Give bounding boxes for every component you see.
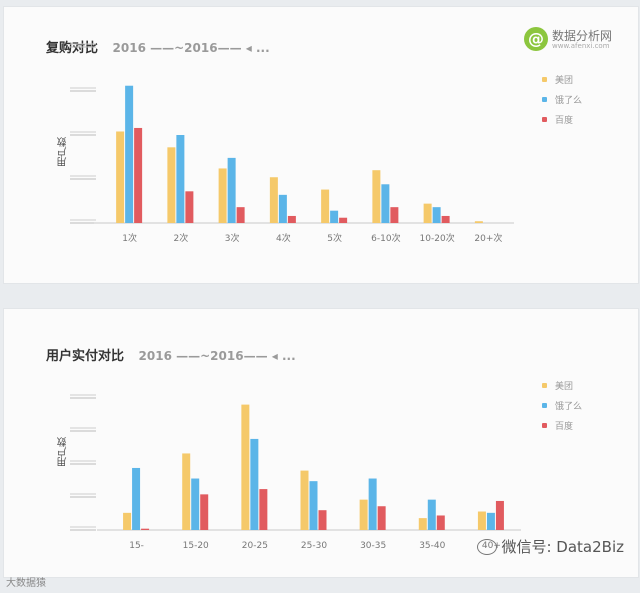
bar-3-1 [309,481,318,530]
wechat-id: 微信号: Data2Biz [501,538,624,556]
repurchase-chart-panel: 复购对比 2016 ——~2016—— ◂ ... 用户数 1次 2次 3次 4次 5次… [3,6,639,284]
legend-label: 美团 [555,75,574,86]
bar-7-0 [474,221,483,223]
bar-1-1 [191,478,200,530]
wechat-watermark: 微信号: Data2Biz [477,536,624,557]
bar-5-1 [381,184,390,223]
x-tick-label: 6-10次 [371,232,400,244]
legend-label: 百度 [555,115,574,126]
eleme-swatch-icon [542,402,547,408]
bar-3-0 [300,470,309,530]
legend-label: 美团 [555,381,574,392]
x-tick-label: 15- [129,541,144,551]
bar-2-0 [241,404,250,530]
bar-5-0 [372,170,381,223]
x-tick-label: 4次 [276,232,291,244]
chart-title-text: 用户实付对比 [46,349,125,364]
bar-1-1 [176,135,185,223]
chart-subtitle: 2016 ——~2016—— ◂ ... [138,349,296,363]
bar-3-1 [278,194,287,223]
baidu-swatch-icon [542,422,547,428]
bar-2-0 [218,168,227,223]
x-tick-label: 20-25 [242,541,268,551]
logo-name: 数据分析网 [552,29,613,43]
eleme-swatch-icon [542,96,547,102]
bottom-left-watermark: 大数据猿 [6,578,46,589]
bar-4-1 [368,478,377,530]
bar-4-2 [339,217,348,223]
chart-title: 用户实付对比 2016 ——~2016—— ◂ ... [46,345,296,364]
bar-4-0 [321,189,330,223]
chart-title: 复购对比 2016 ——~2016—— ◂ ... [46,37,270,56]
bar-3-2 [318,510,327,530]
legend-item-meituan[interactable]: 美团 [542,375,582,395]
bar-1-2 [185,191,194,223]
bar-6-0 [477,511,486,530]
bar-4-1 [330,210,339,223]
bar-1-0 [182,453,191,530]
legend-label: 饿了么 [555,95,583,106]
at-sign-logo-icon: @ [524,27,548,51]
bar-6-2 [495,500,504,530]
logo-site: www.afenxi.com [552,42,610,50]
x-tick-label: 15-20 [183,541,209,551]
bar-5-2 [390,207,399,223]
x-tick-label: 25-30 [301,541,327,551]
bar-2-2 [259,489,268,530]
bar-0-1 [132,467,141,530]
bar-4-0 [359,499,368,530]
bar-0-1 [125,85,134,223]
bar-5-2 [436,515,445,530]
x-tick-label: 10-20次 [420,232,455,244]
bar-0-0 [123,512,132,530]
bar-1-2 [200,494,209,530]
bar-5-1 [427,499,436,530]
meituan-swatch-icon [542,382,547,388]
bar-2-2 [236,207,245,223]
x-tick-label: 2次 [174,232,189,244]
legend-label: 百度 [555,421,574,432]
wechat-icon [477,538,498,555]
payment-chart-panel: 用户实付对比 2016 ——~2016—— ◂ ... 用户数 15- 15-20… [3,308,639,578]
bar-1-0 [167,147,176,223]
chart-title-text: 复购对比 [46,41,99,56]
bar-6-0 [423,203,432,223]
chart-legend: 美团 饿了么 百度 [542,69,582,129]
x-tick-label: 1次 [122,232,137,244]
x-tick-label: 3次 [225,232,240,244]
site-logo: @ 数据分析网 www.afenxi.com [524,25,624,55]
bar-0-2 [141,528,150,530]
legend-item-baidu[interactable]: 百度 [542,109,582,129]
chart-legend: 美团 饿了么 百度 [542,375,582,435]
bar-6-1 [486,512,495,530]
legend-item-eleme[interactable]: 饿了么 [542,89,582,109]
bar-5-0 [418,518,427,530]
bar-6-1 [432,207,441,223]
x-tick-label: 30-35 [360,541,386,551]
x-tick-label: 35-40 [419,541,445,551]
baidu-swatch-icon [542,116,547,122]
legend-item-eleme[interactable]: 饿了么 [542,395,582,415]
meituan-swatch-icon [542,76,547,82]
chart-subtitle: 2016 ——~2016—— ◂ ... [112,41,270,55]
legend-item-baidu[interactable]: 百度 [542,415,582,435]
x-tick-label: 5次 [327,232,342,244]
bar-2-1 [227,157,236,223]
bar-6-2 [441,215,450,223]
bar-3-2 [287,215,296,223]
bar-3-0 [269,177,278,223]
legend-item-meituan[interactable]: 美团 [542,69,582,89]
bar-2-1 [250,438,259,530]
x-tick-label: 20+次 [474,232,502,244]
repurchase-bar-chart: 1次 2次 3次 4次 5次 6-10次 10-20次 20+次 [70,43,514,244]
bar-0-2 [134,127,143,223]
legend-label: 饿了么 [555,401,583,412]
bar-4-2 [377,506,386,530]
bar-0-0 [116,131,125,223]
